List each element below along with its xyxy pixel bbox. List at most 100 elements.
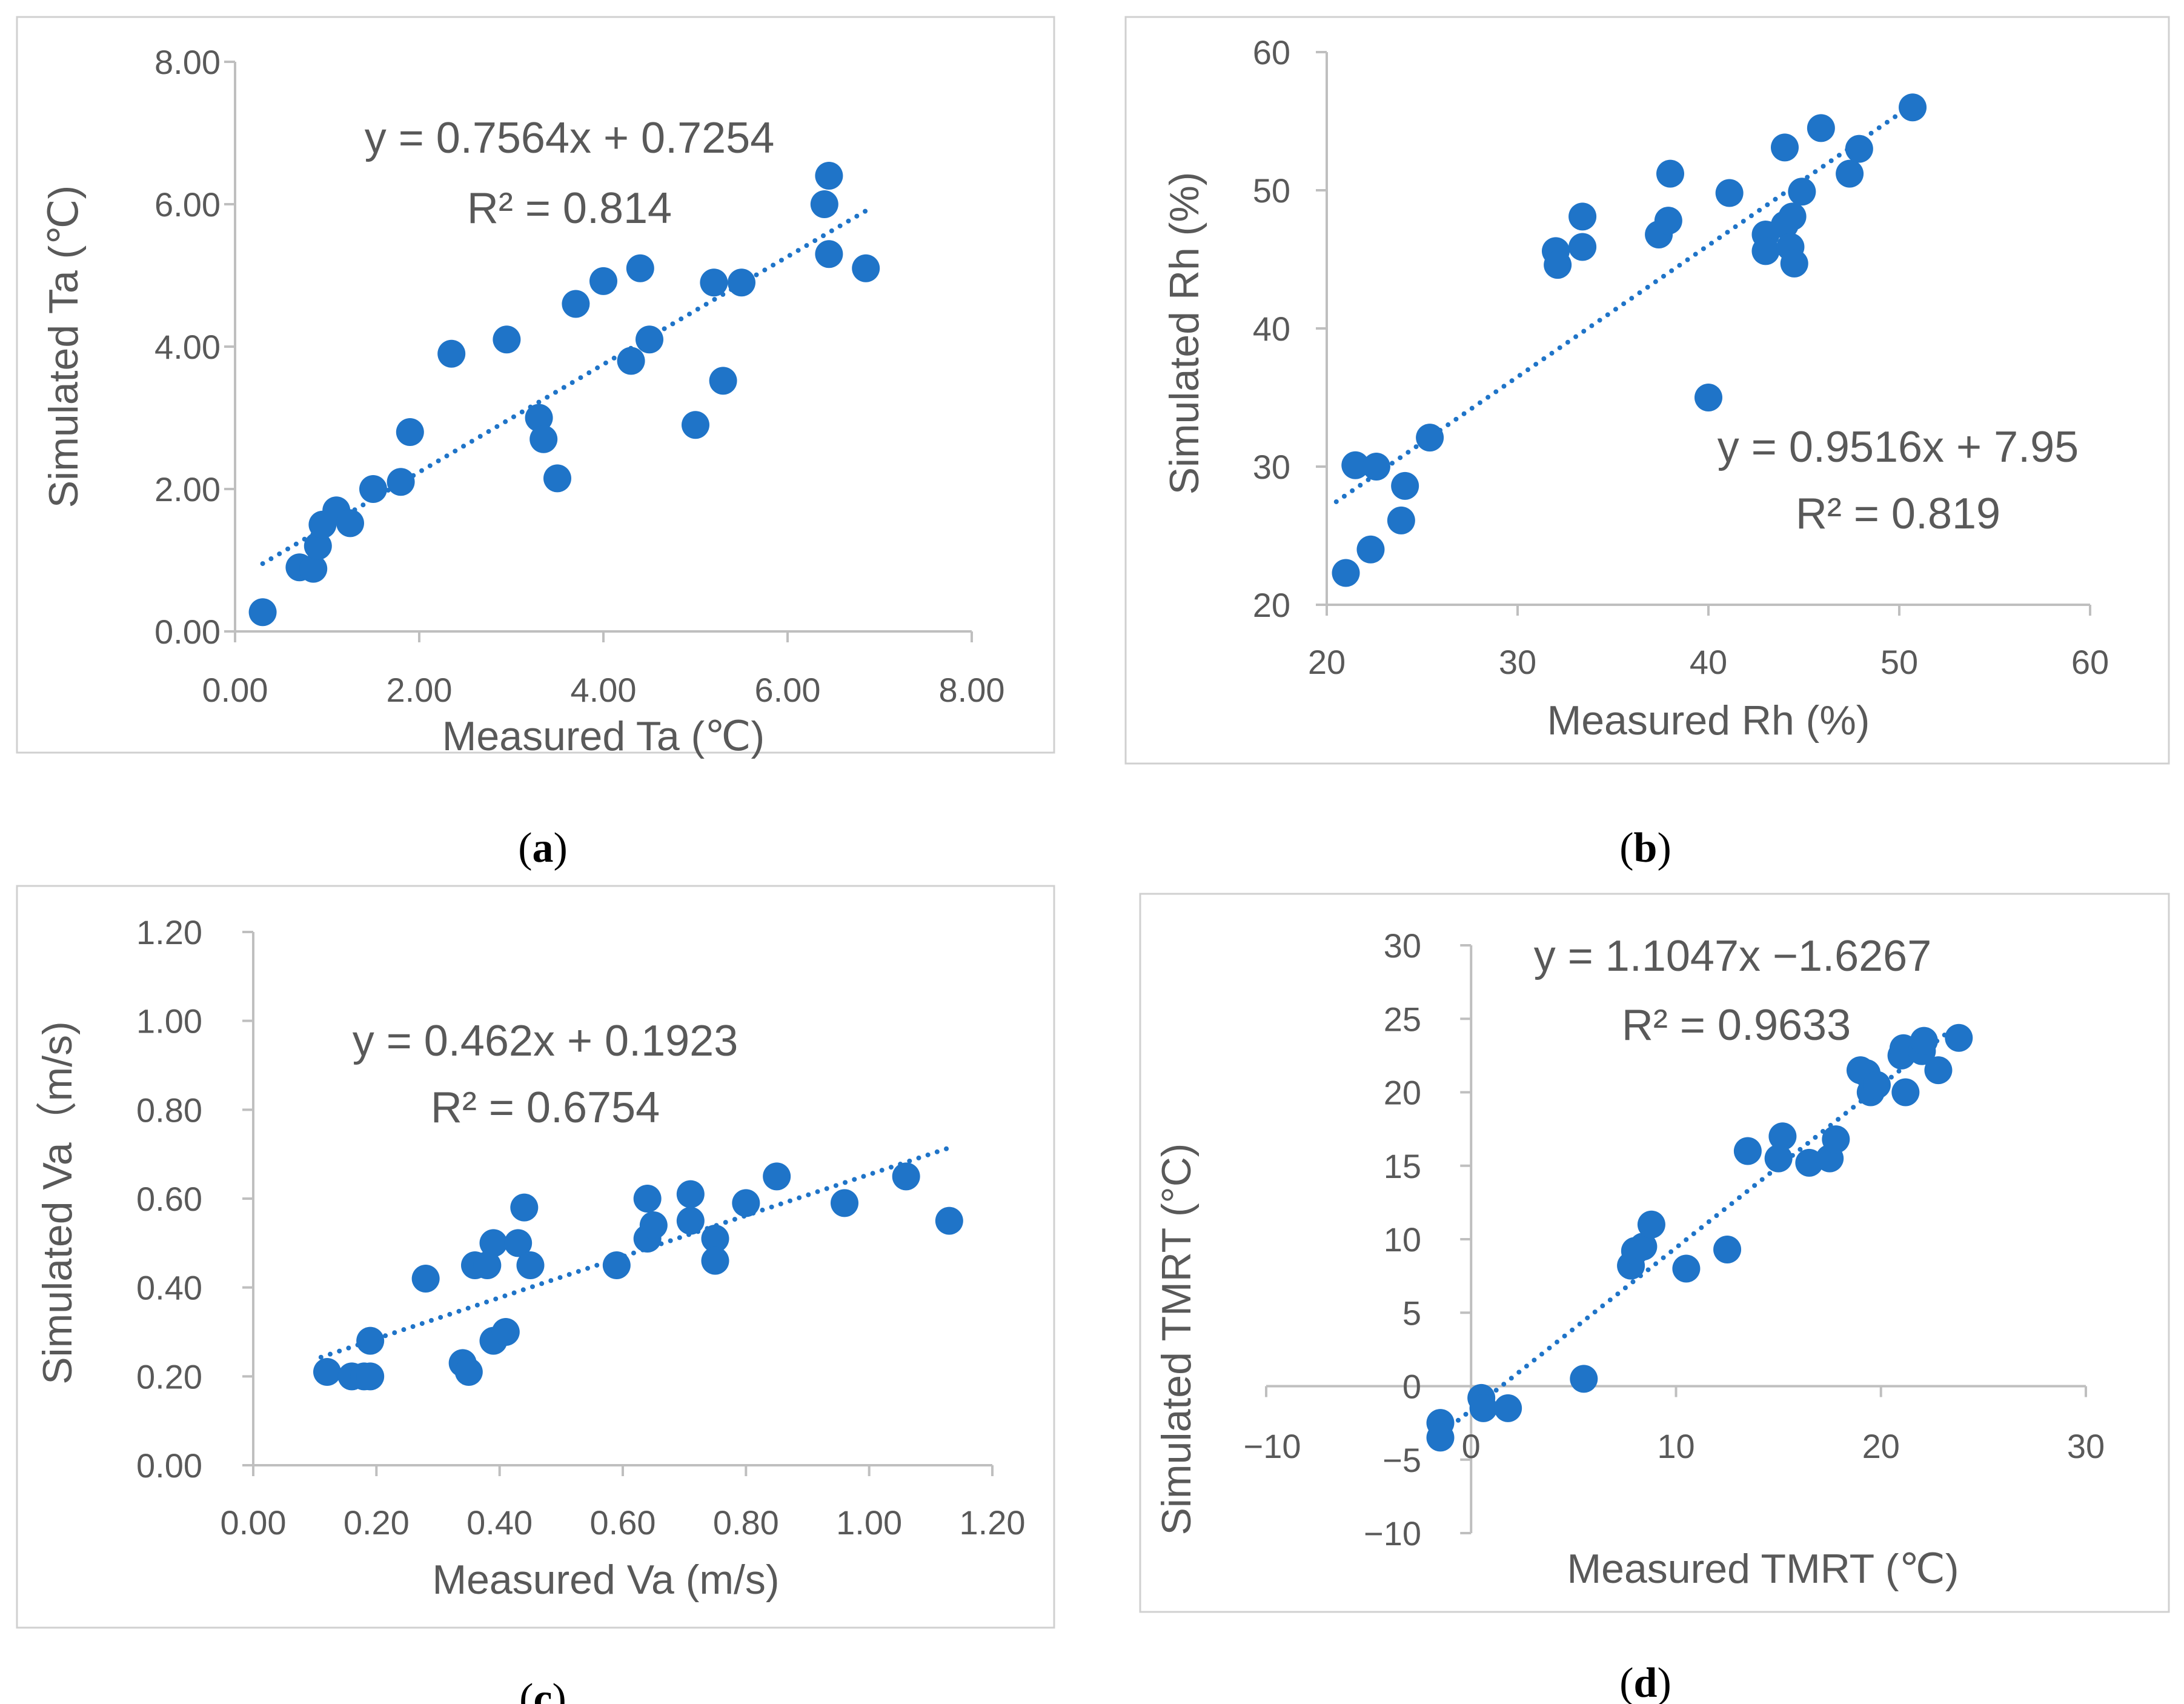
- x-tick-label: 8.00: [939, 671, 1005, 709]
- x-axis-title: Measured Ta (℃): [442, 713, 765, 759]
- data-point: [701, 1246, 729, 1275]
- data-point: [935, 1206, 963, 1235]
- data-point: [1910, 1027, 1938, 1055]
- y-tick-label: 25: [1384, 1000, 1421, 1038]
- y-tick-label: 1.00: [136, 1002, 202, 1040]
- x-tick-label: 0: [1462, 1427, 1481, 1465]
- y-tick-label: 30: [1253, 448, 1290, 486]
- y-tick-label: −10: [1364, 1514, 1421, 1553]
- data-point: [1862, 1071, 1891, 1099]
- y-tick-label: 0.00: [136, 1446, 202, 1485]
- data-point: [454, 1358, 483, 1386]
- panel-caption: (d): [1619, 1660, 1671, 1704]
- data-point: [493, 325, 521, 354]
- data-point: [1356, 535, 1385, 564]
- data-point: [701, 1225, 729, 1253]
- r-squared-label: R² = 0.814: [467, 184, 672, 233]
- data-point: [1332, 559, 1360, 587]
- x-tick-label: 6.00: [755, 671, 821, 709]
- data-point: [626, 254, 654, 282]
- data-point: [1568, 202, 1597, 231]
- data-point: [1780, 249, 1808, 278]
- data-point: [639, 1211, 668, 1239]
- data-point: [589, 267, 617, 295]
- data-point: [299, 554, 328, 583]
- data-point: [728, 268, 755, 297]
- data-point: [1391, 471, 1419, 500]
- trend-equation: y = 0.462x + 0.1923: [353, 1017, 739, 1065]
- data-point: [1570, 1365, 1598, 1393]
- x-tick-label: 40: [1690, 643, 1727, 681]
- data-point: [504, 1229, 533, 1257]
- data-point: [1733, 1137, 1762, 1165]
- data-point: [1713, 1235, 1742, 1263]
- data-point: [396, 418, 424, 446]
- y-tick-label: 60: [1253, 33, 1290, 72]
- data-point: [1924, 1056, 1953, 1085]
- data-point: [1822, 1125, 1850, 1154]
- y-tick-label: 20: [1384, 1074, 1421, 1112]
- panel-caption: (c): [519, 1676, 566, 1704]
- data-point: [852, 254, 880, 282]
- y-axis-title: Simulated Rh (%): [1161, 172, 1207, 495]
- x-tick-label: 0.40: [466, 1503, 533, 1542]
- data-point: [1362, 453, 1390, 481]
- y-tick-label: 40: [1253, 310, 1290, 348]
- y-tick-label: 15: [1384, 1147, 1421, 1185]
- data-point: [676, 1206, 705, 1235]
- x-tick-label: 1.00: [836, 1503, 902, 1542]
- x-tick-label: 0.60: [590, 1503, 656, 1542]
- y-tick-label: 0.80: [136, 1091, 202, 1129]
- data-point: [1768, 1122, 1797, 1151]
- chart-frame: [1124, 16, 2170, 765]
- data-point: [1751, 237, 1780, 265]
- data-point: [336, 509, 364, 537]
- data-point: [1771, 133, 1799, 162]
- x-tick-label: 30: [2067, 1427, 2105, 1465]
- x-tick-label: −10: [1244, 1427, 1301, 1465]
- trendline: [260, 205, 873, 567]
- panel-caption: (a): [518, 825, 568, 871]
- chart-panel-b: 20 30 40 50 60 20 30 40 50 60 y = 0.9516x + 7.95 R²…: [1124, 16, 2170, 871]
- data-point: [732, 1189, 760, 1217]
- panel-caption: (b): [1619, 825, 1671, 871]
- data-point: [1544, 251, 1572, 279]
- trend-equation: y = 0.9516x + 7.95: [1718, 423, 2079, 471]
- y-tick-label: 20: [1253, 586, 1290, 624]
- data-point: [1387, 506, 1415, 534]
- r-squared-label: R² = 0.819: [1796, 490, 2000, 538]
- y-tick-label: 1.20: [136, 913, 202, 951]
- data-point: [633, 1185, 662, 1213]
- data-point: [479, 1229, 508, 1257]
- r-squared-label: R² = 0.9633: [1622, 1001, 1851, 1050]
- x-tick-label: 0.00: [221, 1503, 287, 1542]
- data-point: [709, 367, 737, 395]
- data-point: [1341, 451, 1370, 479]
- data-point: [1656, 159, 1684, 188]
- y-axis-title: Simulated Va（m/s): [35, 1021, 81, 1385]
- y-tick-label: −5: [1382, 1441, 1421, 1479]
- data-point: [1629, 1233, 1658, 1261]
- chart-panel-a: 0.00 2.00 4.00 6.00 8.00 0.00 2.00 4.00 6.00 8.00…: [16, 16, 1055, 871]
- data-point: [356, 1362, 385, 1391]
- data-point: [892, 1162, 920, 1191]
- data-point: [411, 1265, 440, 1293]
- x-tick-label: 50: [1880, 643, 1918, 681]
- data-point: [1891, 1078, 1920, 1107]
- x-axis-title: Measured Rh (%): [1547, 697, 1870, 744]
- data-point: [304, 532, 332, 560]
- data-point: [359, 475, 387, 503]
- y-axis-title: Simulated Ta (℃): [41, 185, 87, 508]
- x-tick-label: 60: [2071, 643, 2109, 681]
- y-tick-label: 0.60: [136, 1180, 202, 1218]
- x-tick-label: 30: [1499, 643, 1536, 681]
- data-point: [1469, 1394, 1498, 1422]
- y-tick-label: 50: [1253, 171, 1290, 210]
- data-point: [1568, 233, 1597, 261]
- data-point: [525, 404, 553, 432]
- trend-equation: y = 0.7564x + 0.7254: [365, 114, 775, 162]
- trend-equation: y = 1.1047x −1.6267: [1534, 932, 1932, 980]
- data-point: [810, 190, 838, 218]
- data-point: [1788, 178, 1816, 206]
